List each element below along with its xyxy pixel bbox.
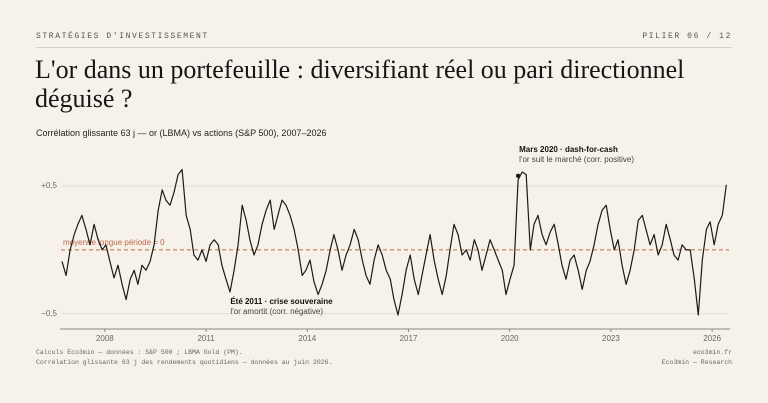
annotation-title: Été 2011 · crise souveraine xyxy=(230,297,333,306)
footer-line: eco3min.fr xyxy=(692,349,732,356)
annotation-text: l'or suit le marché (corr. positive) xyxy=(519,155,634,164)
x-tick-label: 2017 xyxy=(400,334,418,343)
x-tick-label: 2011 xyxy=(197,334,215,343)
footer-line: Calculs Eco3min — données : S&P 500 ; LB… xyxy=(36,349,243,356)
footer-line: Eco3min — Research xyxy=(661,359,732,366)
x-tick-label: 2014 xyxy=(298,334,316,343)
page-number: PILIER 06 / 12 xyxy=(642,32,732,41)
kicker: STRATÉGIES D'INVESTISSEMENT xyxy=(36,32,209,41)
annotation-text: l'or amortit (corr. négative) xyxy=(230,307,323,316)
x-tick-label: 2023 xyxy=(602,334,620,343)
divider xyxy=(36,47,732,48)
series-line xyxy=(61,168,727,316)
reference-label: moyenne longue période = 0 xyxy=(63,238,165,247)
footer-notes: Calculs Eco3min — données : S&P 500 ; LB… xyxy=(36,348,332,368)
footer-line: Corrélation glissante 63 j des rendement… xyxy=(36,359,333,366)
footer-brand: eco3min.fr Eco3min — Research xyxy=(662,348,732,368)
y-tick-label: −0,5 xyxy=(41,309,57,318)
annotation-title: Mars 2020 · dash-for-cash xyxy=(519,145,618,154)
annotation-marker xyxy=(515,173,521,179)
subtitle: Corrélation glissante 63 j — or (LBMA) v… xyxy=(36,128,327,138)
x-tick-label: 2008 xyxy=(96,334,114,343)
y-tick-label: +0,5 xyxy=(41,181,57,190)
x-tick-label: 2026 xyxy=(703,334,721,343)
x-tick-label: 2020 xyxy=(501,334,519,343)
title: L'or dans un portefeuille : diversifiant… xyxy=(35,55,685,113)
